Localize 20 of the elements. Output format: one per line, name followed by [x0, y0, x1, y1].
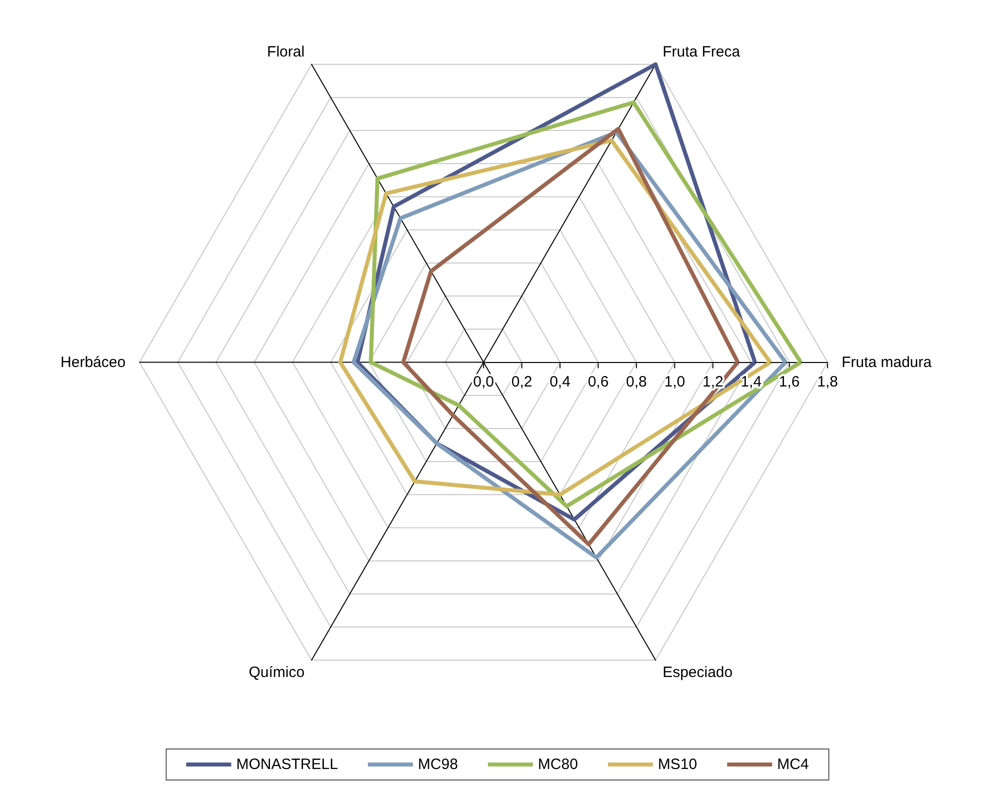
y-tick-label: 0,6 [588, 373, 609, 390]
y-tick-label: 0,4 [550, 373, 570, 390]
y-tick-label: 0,0 [473, 373, 494, 390]
legend-label: MS10 [658, 756, 698, 773]
y-tick-label: 0,2 [511, 373, 532, 390]
legend-label: MC98 [418, 756, 458, 773]
legend-label: MC4 [777, 756, 809, 773]
spoke-label: Fruta Freca [662, 44, 741, 61]
legend-label: MC80 [538, 756, 578, 773]
y-tick-label: 0,8 [626, 373, 647, 390]
spoke-label: Químico [248, 664, 305, 681]
y-tick-label: 1,4 [740, 373, 762, 390]
spoke-label: Herbáceo [60, 354, 126, 371]
y-tick-label: 1,8 [817, 373, 838, 390]
y-tick-label: 1,0 [664, 373, 686, 390]
spoke-label: Floral [267, 44, 305, 61]
legend-label: MONASTRELL [236, 756, 338, 773]
spoke-label: Especiado [662, 664, 733, 681]
spoke-label: Fruta madura [842, 354, 932, 371]
y-tick-label: 1,6 [778, 373, 800, 390]
